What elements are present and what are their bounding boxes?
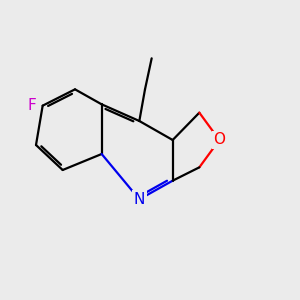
- Text: F: F: [28, 98, 37, 113]
- Text: O: O: [213, 133, 225, 148]
- Text: N: N: [134, 192, 145, 207]
